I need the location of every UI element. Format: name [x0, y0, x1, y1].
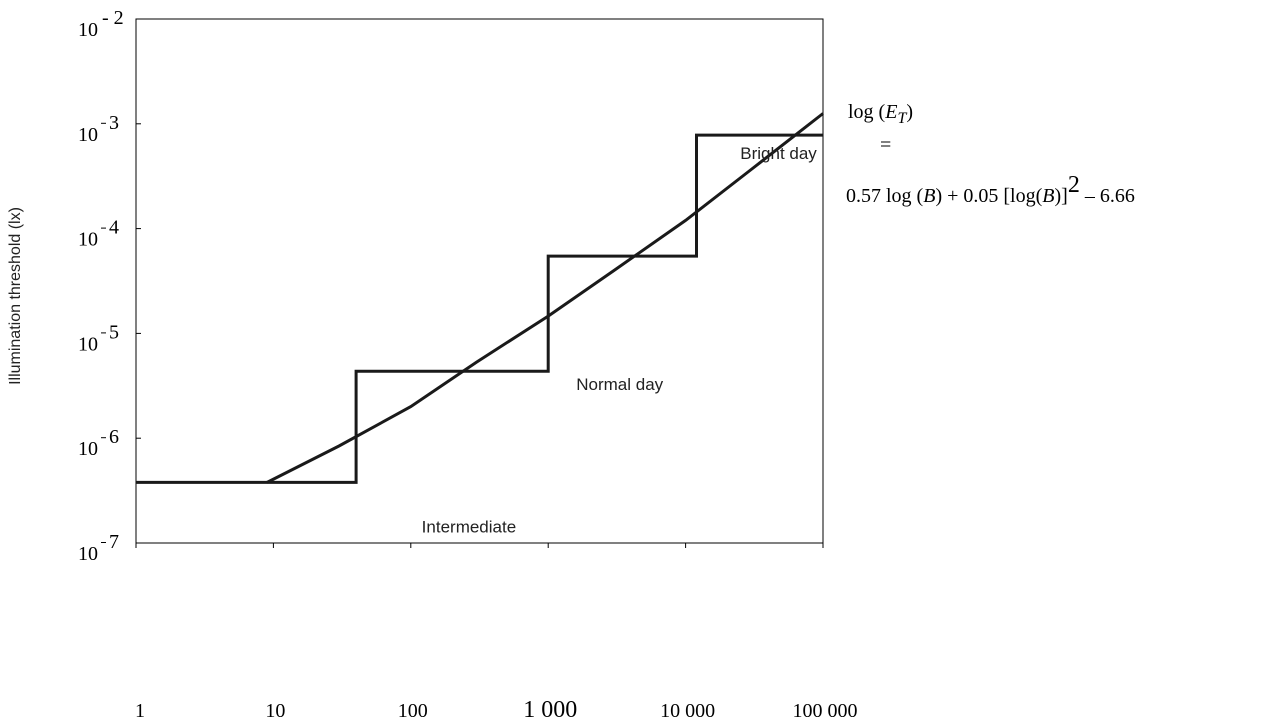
y-tick-exponent: 6: [109, 426, 119, 448]
annotation-label: Bright day: [740, 144, 817, 163]
annotations-group: Intermediate Normal day Bright day: [422, 144, 818, 536]
y-tick-base: 10: [78, 438, 98, 460]
equation-var-b1: B: [923, 185, 936, 207]
equation-close-paren: ): [906, 101, 914, 123]
series-group: [136, 112, 824, 484]
x-ticks: 1 10 100 1 000 10 000 100 000: [135, 543, 858, 721]
step-line-series: [136, 133, 823, 484]
y-tick-base: 10: [78, 333, 98, 355]
plot-area: [135, 18, 824, 544]
y-tick-exponent: 4: [109, 217, 119, 239]
x-tick-label: 10 000: [660, 700, 715, 721]
fit-curve-series: [266, 112, 824, 484]
y-tick-base: 10: [78, 229, 98, 251]
equation-equals: =: [880, 134, 892, 156]
x-tick-label: 10: [265, 700, 285, 721]
equation-var-b2: B: [1042, 185, 1055, 207]
equation-part-d: – 6.66: [1084, 185, 1135, 207]
equation-var-sub: T: [897, 110, 907, 127]
equation-superscript: 2: [1067, 172, 1080, 198]
y-axis-label: Illumination threshold (lx): [7, 207, 24, 385]
y-tick-base: 10: [78, 543, 98, 565]
equation-part-a: 0.57 log (: [846, 185, 924, 207]
x-tick-label: 1 000: [523, 697, 577, 721]
annotation-label: Normal day: [576, 375, 663, 394]
y-tick-base: 10: [78, 124, 98, 146]
y-axis-label-group: Illumination threshold (lx): [7, 207, 24, 385]
equation-log-text: log (: [848, 101, 886, 123]
y-tick-exponent: 3: [109, 112, 119, 134]
equation-line-3: 0.57 log (B) + 0.05 [log(B)]2 – 6.66: [846, 172, 1135, 208]
equation-part-b: ) + 0.05 [log(: [935, 185, 1043, 207]
annotation-label: Intermediate: [422, 518, 517, 537]
y-tick-exponent: 5: [109, 321, 119, 343]
x-tick-label: 1: [135, 700, 145, 721]
equation-var-e: E: [885, 101, 898, 123]
equation-part-c: )]: [1054, 185, 1068, 207]
x-tick-label: 100: [398, 700, 428, 721]
x-tick-label: 100 000: [793, 700, 858, 721]
equation-line-1: log (ET): [848, 101, 913, 128]
y-tick-base: 10: [78, 19, 98, 41]
y-tick-exponent: 7: [109, 531, 119, 553]
y-tick-exponent: - 2: [102, 7, 124, 29]
